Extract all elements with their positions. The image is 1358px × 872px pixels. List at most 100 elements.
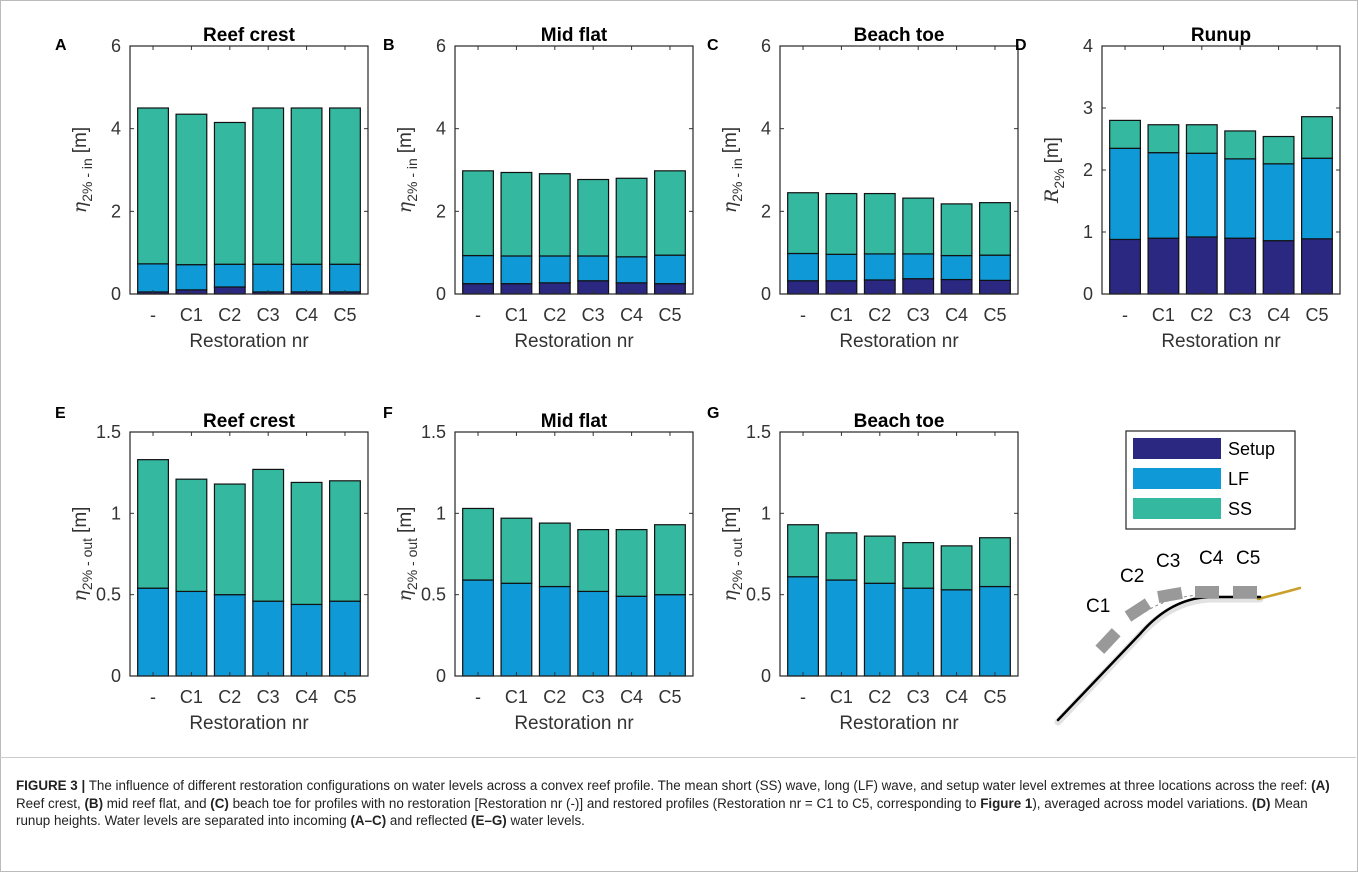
bar-ss xyxy=(175,113,208,266)
bar-lf xyxy=(577,255,610,282)
bar-ss xyxy=(654,170,686,256)
x-tick-label: - xyxy=(150,305,156,325)
caption-ref: (D) xyxy=(1251,795,1271,811)
chart-panel-e: E Reef crest - C1 C2 C3 C4 C5 0 0.5 1 1.5 Restoratio… xyxy=(55,405,369,734)
panel-title: Runup xyxy=(1191,25,1251,46)
y-tick-label: 1 xyxy=(761,503,771,523)
x-axis-label: Restoration nr xyxy=(1161,331,1281,352)
panel-letter: F xyxy=(383,405,393,422)
legend-label: SS xyxy=(1228,499,1252,519)
restoration-label: C4 xyxy=(1199,548,1224,569)
legend-label: Setup xyxy=(1228,439,1275,459)
legend-swatch-lf xyxy=(1133,468,1221,489)
y-axis-label: η2% - in[m] xyxy=(69,127,95,213)
x-tick-label: C4 xyxy=(620,687,643,707)
restoration-block-2 xyxy=(1124,598,1152,622)
bar-lf xyxy=(902,253,935,280)
chart-panel-g: G Beach toe - C1 C2 C3 C4 C5 0 0.5 1 1.5 Restoration… xyxy=(707,405,1019,734)
plot-frame xyxy=(129,431,369,677)
caption-ref: (A–C) xyxy=(350,813,387,828)
bar-lf xyxy=(902,587,935,677)
x-tick-label: C2 xyxy=(868,305,891,325)
x-tick-label: C5 xyxy=(983,305,1006,325)
bar-setup xyxy=(1224,237,1257,295)
chart-panel-f: F Mid flat - C1 C2 C3 C4 C5 0 0.5 1 1.5 Restoration … xyxy=(383,405,694,734)
bar-lf xyxy=(252,263,285,293)
bar-ss xyxy=(252,468,285,602)
x-tick-label: - xyxy=(475,305,481,325)
chart-panel-d: D Runup - C1 C2 C3 C4 C5 0 1 2 3 4 Restoration nr R2%[… xyxy=(1015,25,1341,352)
y-axis-label: η2% - out[m] xyxy=(394,507,420,602)
bar-ss xyxy=(500,171,533,257)
bar-lf xyxy=(654,254,686,285)
y-tick-label: 4 xyxy=(761,119,771,139)
bar-lf xyxy=(1147,152,1180,239)
caption-text: ), averaged across model variations. xyxy=(1032,795,1252,811)
x-tick-label: C4 xyxy=(295,687,318,707)
bar-ss xyxy=(1185,124,1218,154)
y-tick-label: 1.5 xyxy=(746,422,771,442)
x-tick-label: C1 xyxy=(505,687,528,707)
plot-frame xyxy=(1101,45,1341,295)
bar-lf xyxy=(137,587,169,677)
caption-figure-label: FIGURE 3 | xyxy=(16,778,86,793)
bar-ss xyxy=(863,192,896,255)
y-axis-label: η2% - in[m] xyxy=(719,127,745,213)
chart-panel-b: B Mid flat - C1 C2 C3 C4 C5 0 2 4 6 Restoration nr η2… xyxy=(383,25,694,352)
bar-lf xyxy=(979,585,1011,677)
bar-lf xyxy=(863,253,896,281)
bar-ss xyxy=(577,178,610,257)
x-tick-label: C4 xyxy=(1267,305,1290,325)
y-tick-label: 2 xyxy=(1083,160,1093,180)
restoration-label: C1 xyxy=(1086,596,1110,617)
bar-lf xyxy=(213,263,246,288)
bar-lf xyxy=(329,263,361,293)
bar-lf xyxy=(787,252,819,282)
x-axis-label: Restoration nr xyxy=(189,713,309,734)
y-tick-label: 2 xyxy=(111,201,121,221)
bar-lf xyxy=(1262,163,1295,242)
bar-setup xyxy=(1262,240,1295,295)
bar-ss xyxy=(979,537,1011,588)
caption-ref: (B) xyxy=(84,795,104,811)
bar-lf xyxy=(1109,147,1141,241)
bar-lf xyxy=(462,254,494,285)
bar-setup xyxy=(1109,238,1141,295)
restoration-block-1 xyxy=(1095,628,1121,654)
bar-ss xyxy=(1262,135,1295,165)
chart-panel-a: A Reef crest - C1 C2 C3 C4 C5 0 2 4 6 Restoration nr… xyxy=(55,25,369,352)
bar-lf xyxy=(863,582,896,677)
bar-lf xyxy=(175,590,208,677)
beach-line xyxy=(1256,586,1302,601)
y-tick-label: 1 xyxy=(1083,222,1093,242)
x-tick-label: C5 xyxy=(658,687,681,707)
y-tick-label: 2 xyxy=(761,201,771,221)
y-tick-label: 0 xyxy=(761,284,771,304)
x-tick-label: C3 xyxy=(257,687,280,707)
restoration-block-5 xyxy=(1233,586,1257,598)
y-tick-label: 1 xyxy=(436,503,446,523)
panel-letter: A xyxy=(55,37,67,54)
y-tick-label: 0 xyxy=(436,284,446,304)
plot-frame xyxy=(454,431,694,677)
y-tick-label: 4 xyxy=(111,119,121,139)
bar-ss xyxy=(329,480,361,602)
x-axis-label: Restoration nr xyxy=(514,331,634,352)
legend-swatch-setup xyxy=(1133,438,1221,459)
bar-lf xyxy=(940,589,973,677)
bar-ss xyxy=(252,107,285,265)
x-axis-label: Restoration nr xyxy=(514,713,634,734)
bar-lf xyxy=(213,594,246,677)
caption-text: and reflected xyxy=(386,813,472,828)
caption-ref: (A) xyxy=(1311,778,1330,793)
caption-text: Reef crest, xyxy=(16,795,85,811)
x-tick-label: C1 xyxy=(180,305,203,325)
bar-ss xyxy=(1224,130,1257,160)
panel-letter: D xyxy=(1015,37,1027,54)
bar-ss xyxy=(538,173,571,257)
bar-setup xyxy=(1185,236,1218,295)
bar-lf xyxy=(615,256,648,284)
x-tick-label: C4 xyxy=(945,687,968,707)
bar-lf xyxy=(290,263,323,293)
